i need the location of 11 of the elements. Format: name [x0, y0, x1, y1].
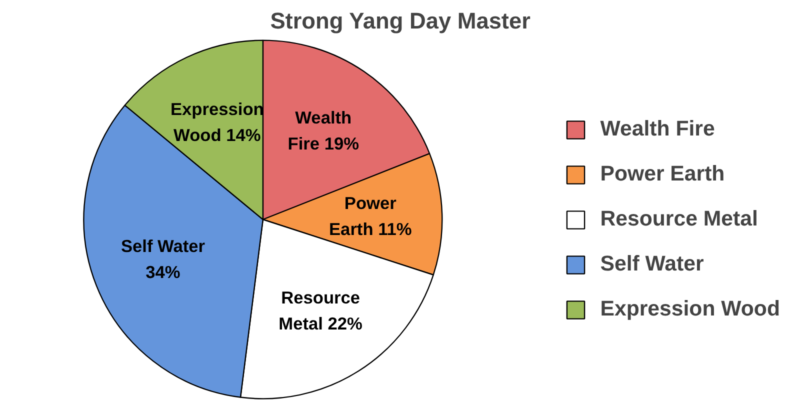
data-label: Power Earth 11%	[328, 193, 412, 240]
data-label: Expression Wood 14%	[170, 99, 264, 146]
data-label: Self Water 34%	[120, 236, 206, 282]
chart-title: Strong Yang Day Master	[270, 8, 531, 34]
data-label: Resource Metal 22%	[278, 287, 362, 334]
data-label: Wealth Fire 19%	[288, 108, 360, 154]
legend-label: Resource Metal	[600, 206, 758, 232]
legend-label: Expression Wood	[600, 296, 780, 322]
legend-label: Wealth Fire	[600, 116, 715, 142]
legend-label: Power Earth	[600, 162, 725, 186]
legend-label: Self Water	[600, 252, 704, 276]
